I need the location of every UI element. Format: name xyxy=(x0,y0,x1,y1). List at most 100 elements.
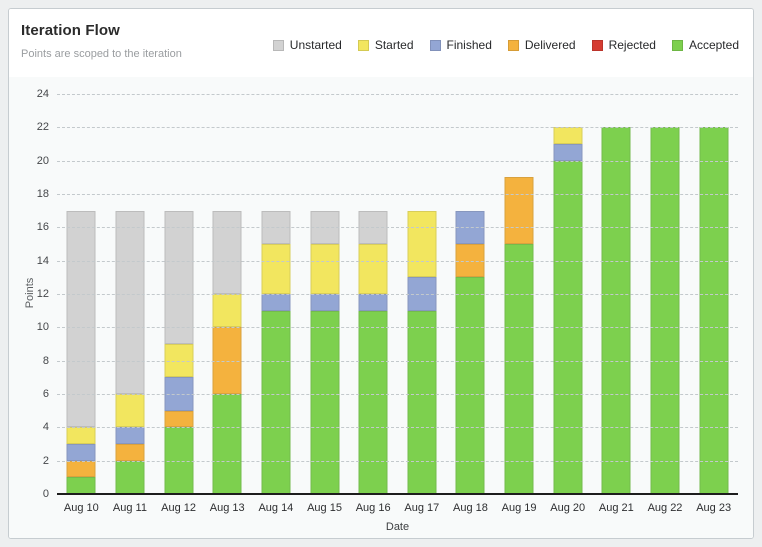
bar-segment-finished-aug-15[interactable] xyxy=(310,294,340,311)
y-tick-label-24: 24 xyxy=(36,88,49,100)
x-tick-label-aug-11: Aug 11 xyxy=(112,502,147,514)
x-tick-labels: Aug 10 Aug 11 Aug 12 Aug 13 Aug 14 Aug 15 Aug … xyxy=(57,502,738,514)
legend-item-started[interactable]: Started xyxy=(357,38,414,52)
bar-segment-accepted-aug-21[interactable] xyxy=(601,127,631,494)
bar-segment-finished-aug-11[interactable] xyxy=(115,427,145,445)
legend-item-finished[interactable]: Finished xyxy=(429,38,492,52)
bar-segment-accepted-aug-14[interactable] xyxy=(261,310,291,494)
bar-aug-14 xyxy=(261,210,291,494)
y-tick-label-14: 14 xyxy=(36,254,49,267)
y-tick-label-10: 10 xyxy=(36,321,49,334)
gridline-y-2 xyxy=(57,460,738,462)
bar-segment-started-aug-11[interactable] xyxy=(115,394,145,428)
bar-segment-started-aug-16[interactable] xyxy=(358,244,388,295)
bar-segment-delivered-aug-12[interactable] xyxy=(164,410,194,428)
gridline-y-12 xyxy=(57,294,738,295)
bar-segment-accepted-aug-10[interactable] xyxy=(66,477,96,494)
legend-swatch-finished xyxy=(429,39,441,51)
legend-item-unstarted[interactable]: Unstarted xyxy=(272,38,342,52)
chart-subtitle: Points are scoped to the iteration xyxy=(21,48,182,60)
gridline-y-6 xyxy=(57,394,738,395)
iteration-flow-card: Iteration Flow Points are scoped to the … xyxy=(8,8,754,539)
bar-segment-started-aug-13[interactable] xyxy=(212,294,242,328)
bar-segment-accepted-aug-18[interactable] xyxy=(455,277,485,494)
bar-segment-started-aug-10[interactable] xyxy=(66,427,96,445)
bar-segment-started-aug-14[interactable] xyxy=(261,244,291,295)
legend-swatch-unstarted xyxy=(272,39,284,51)
bar-segment-delivered-aug-11[interactable] xyxy=(115,444,145,461)
x-tick-label-aug-10: Aug 10 xyxy=(63,502,99,514)
x-tick-label-aug-14: Aug 14 xyxy=(258,502,294,514)
bar-segment-accepted-aug-16[interactable] xyxy=(358,310,388,494)
bar-segment-started-aug-20[interactable] xyxy=(553,127,583,145)
bar-aug-20 xyxy=(553,127,583,494)
bar-segment-delivered-aug-10[interactable] xyxy=(66,460,96,478)
bar-slot-aug-23 xyxy=(689,94,738,494)
bar-segment-started-aug-17[interactable] xyxy=(407,210,437,278)
gridline-y-22 xyxy=(57,127,738,129)
legend-label-unstarted: Unstarted xyxy=(289,38,342,52)
bar-segment-accepted-aug-11[interactable] xyxy=(115,460,145,494)
legend-label-accepted: Accepted xyxy=(688,38,739,52)
x-tick-label-aug-13: Aug 13 xyxy=(209,502,245,514)
bar-slot-aug-17 xyxy=(397,94,446,494)
legend-swatch-rejected xyxy=(591,39,603,51)
gridline-y-14 xyxy=(57,260,738,262)
bar-segment-accepted-aug-15[interactable] xyxy=(310,310,340,494)
x-tick-label-aug-12: Aug 12 xyxy=(161,502,197,514)
bar-aug-11 xyxy=(115,210,145,494)
gridline-y-4 xyxy=(57,427,738,429)
x-tick-label-aug-18: Aug 18 xyxy=(453,502,488,514)
bar-slot-aug-10 xyxy=(57,94,106,494)
gridline-y-24 xyxy=(57,94,738,95)
x-axis-line xyxy=(57,493,738,495)
bar-aug-13 xyxy=(212,210,242,494)
bar-segment-unstarted-aug-13[interactable] xyxy=(212,210,242,295)
chart-header: Iteration Flow Points are scoped to the … xyxy=(9,9,753,77)
bar-segment-finished-aug-20[interactable] xyxy=(553,144,583,161)
y-tick-label-4: 4 xyxy=(42,421,49,434)
bar-segment-accepted-aug-13[interactable] xyxy=(212,394,242,494)
legend-label-rejected: Rejected xyxy=(608,38,656,52)
bar-slot-aug-11 xyxy=(106,94,155,494)
bar-segment-unstarted-aug-12[interactable] xyxy=(164,210,194,345)
y-tick-label-12: 12 xyxy=(36,288,49,300)
gridline-y-8 xyxy=(57,360,738,362)
plot-area xyxy=(57,94,738,495)
y-tick-label-22: 22 xyxy=(36,121,49,134)
y-tick-label-18: 18 xyxy=(36,188,49,200)
bar-aug-17 xyxy=(407,210,437,494)
legend-swatch-delivered xyxy=(507,39,519,51)
bar-segment-started-aug-15[interactable] xyxy=(310,244,340,295)
legend-item-accepted[interactable]: Accepted xyxy=(671,38,739,52)
bar-segment-accepted-aug-22[interactable] xyxy=(650,127,680,494)
bar-segment-delivered-aug-19[interactable] xyxy=(504,177,534,244)
x-tick-label-aug-15: Aug 15 xyxy=(307,502,342,514)
bar-segment-accepted-aug-19[interactable] xyxy=(504,244,534,494)
legend-item-rejected[interactable]: Rejected xyxy=(591,38,656,52)
bar-slot-aug-16 xyxy=(349,94,398,494)
y-tick-label-8: 8 xyxy=(42,354,49,367)
gridline-y-18 xyxy=(57,194,738,195)
bar-aug-21 xyxy=(601,127,631,494)
legend-label-finished: Finished xyxy=(446,38,492,52)
x-tick-label-aug-23: Aug 23 xyxy=(696,502,732,514)
bar-segment-finished-aug-16[interactable] xyxy=(358,294,388,311)
bar-aug-12 xyxy=(164,210,194,494)
bar-segment-accepted-aug-23[interactable] xyxy=(699,127,729,494)
bar-segment-unstarted-aug-11[interactable] xyxy=(115,210,145,395)
legend-item-delivered[interactable]: Delivered xyxy=(507,38,576,52)
y-tick-label-6: 6 xyxy=(42,388,49,400)
gridline-y-20 xyxy=(57,160,738,162)
x-axis-label: Date xyxy=(385,521,410,533)
bar-aug-15 xyxy=(310,210,340,494)
legend: Unstarted Started Finished Delivered Rejecte… xyxy=(272,38,739,52)
bar-segment-finished-aug-14[interactable] xyxy=(261,294,291,311)
bar-aug-19 xyxy=(504,177,534,494)
y-tick-label-2: 2 xyxy=(42,454,49,467)
bar-segment-accepted-aug-17[interactable] xyxy=(407,310,437,494)
y-tick-label-20: 20 xyxy=(36,154,49,167)
bar-segment-unstarted-aug-10[interactable] xyxy=(66,210,96,428)
bar-aug-18 xyxy=(455,210,485,494)
bar-segment-finished-aug-10[interactable] xyxy=(66,444,96,461)
